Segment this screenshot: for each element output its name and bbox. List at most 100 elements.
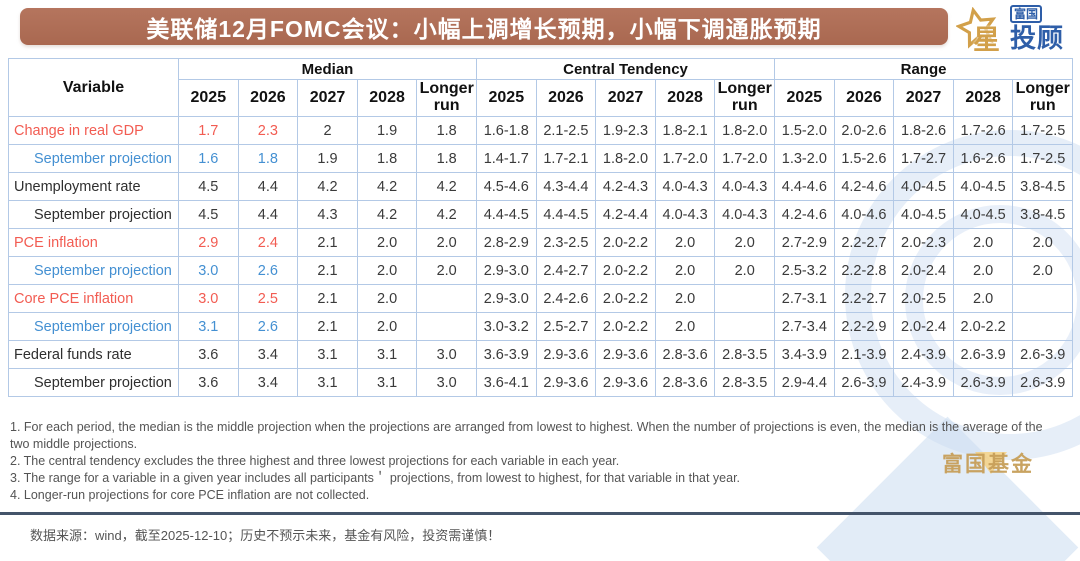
range-cell: 2.0 <box>952 256 1014 285</box>
median-cell: 1.8 <box>356 144 418 173</box>
central-cell: 4.4-4.5 <box>476 200 537 229</box>
range-cell: 4.0-4.5 <box>952 172 1014 201</box>
central-cell: 2.0 <box>654 312 716 341</box>
range-cell: 4.0-4.6 <box>833 200 895 229</box>
table-body: Change in real GDP 1.7 2.3 2 1.9 1.8 1.6-1.8 2.… <box>8 116 1074 397</box>
range-cell: 1.7-2.7 <box>893 144 954 173</box>
range-cell: 2.6-3.9 <box>952 368 1014 397</box>
range-cell: 1.6-2.6 <box>952 144 1014 173</box>
central-cell: 1.4-1.7 <box>476 144 537 173</box>
central-cell: 3.0-3.2 <box>476 312 537 341</box>
range-cell: 4.2-4.6 <box>774 200 835 229</box>
table-group-header-row: Variable Median Central Tendency Range <box>8 58 1074 117</box>
median-cell: 3.1 <box>178 312 239 341</box>
table-row: September projection 3.1 2.6 2.1 2.0 3.0-3.2 2… <box>8 312 1074 341</box>
range-cell: 3.8-4.5 <box>1012 172 1074 201</box>
central-cell: 1.7-2.1 <box>535 144 597 173</box>
central-cell: 2.0 <box>714 256 776 285</box>
variable-header: Variable <box>8 58 179 117</box>
footnotes: 1. For each period, the median is the mi… <box>10 419 1060 504</box>
median-cell: 2.6 <box>237 312 299 341</box>
range-cell: 2.4-3.9 <box>893 368 954 397</box>
year-header: 2027 <box>595 79 656 117</box>
year-header: 2026 <box>833 79 895 117</box>
central-cell: 2.5-2.7 <box>535 312 597 341</box>
table-row: September projection 4.5 4.4 4.3 4.2 4.2 4.4-4… <box>8 200 1074 229</box>
range-cell: 4.2-4.6 <box>833 172 895 201</box>
central-cell: 1.8-2.0 <box>595 144 656 173</box>
central-cell: 2.0 <box>654 284 716 313</box>
median-cell: 2.1 <box>297 284 358 313</box>
central-cell: 3.6-3.9 <box>476 340 537 369</box>
range-cell: 4.0-4.5 <box>952 200 1014 229</box>
median-cell: 2.6 <box>237 256 299 285</box>
table-row: PCE inflation 2.9 2.4 2.1 2.0 2.0 2.8-2.9 2.3-2… <box>8 228 1074 257</box>
median-cell: 2.0 <box>356 228 418 257</box>
range-cell: 2.0-2.3 <box>893 228 954 257</box>
central-cell: 4.5-4.6 <box>476 172 537 201</box>
median-cell: 3.0 <box>416 340 477 369</box>
range-cell: 3.8-4.5 <box>1012 200 1074 229</box>
fuguo-star-advisor-logo: 星 富国 投顾 <box>956 5 1074 55</box>
central-cell: 2.3-2.5 <box>535 228 597 257</box>
row-label: Federal funds rate <box>8 340 179 369</box>
range-cell: 2.7-3.1 <box>774 284 835 313</box>
median-cell: 4.4 <box>237 200 299 229</box>
median-cell: 1.9 <box>356 116 418 145</box>
range-cell: 2.0-2.4 <box>893 312 954 341</box>
range-cell: 2.1-3.9 <box>833 340 895 369</box>
logo-brand-small: 富国 <box>1010 5 1043 23</box>
median-cell: 4.4 <box>237 172 299 201</box>
central-cell: 4.0-4.3 <box>654 172 716 201</box>
median-cell: 2.4 <box>237 228 299 257</box>
median-cell: 3.0 <box>178 256 239 285</box>
year-header: Longer run <box>714 79 776 117</box>
year-header: 2027 <box>297 79 358 117</box>
table-row: Unemployment rate 4.5 4.4 4.2 4.2 4.2 4.5-4.6 4… <box>8 172 1074 201</box>
range-cell: 1.3-2.0 <box>774 144 835 173</box>
range-cell: 2.0 <box>1012 256 1074 285</box>
logo-star-character: 星 <box>973 25 1000 55</box>
central-cell: 2.0 <box>714 228 776 257</box>
row-label: September projection <box>8 200 179 229</box>
year-header: 2025 <box>476 79 537 117</box>
central-cell: 1.6-1.8 <box>476 116 537 145</box>
year-header: Longer run <box>416 79 477 117</box>
range-cell: 2.0-2.6 <box>833 116 895 145</box>
footnote-line: 4. Longer-run projections for core PCE i… <box>10 488 370 502</box>
central-cell: 4.2-4.3 <box>595 172 656 201</box>
central-cell: 3.6-4.1 <box>476 368 537 397</box>
table-row: Change in real GDP 1.7 2.3 2 1.9 1.8 1.6-1.8 2.… <box>8 116 1074 145</box>
footnote-line: 3. The range for a variable in a given y… <box>10 471 741 485</box>
median-cell: 1.8 <box>416 144 477 173</box>
central-cell: 4.0-4.3 <box>714 200 776 229</box>
range-cell: 2.9-4.4 <box>774 368 835 397</box>
range-cell: 2.6-3.9 <box>1012 368 1074 397</box>
range-cell <box>1012 284 1074 313</box>
central-cell: 2.9-3.6 <box>535 340 597 369</box>
central-cell: 2.9-3.6 <box>535 368 597 397</box>
median-cell: 2.0 <box>356 284 418 313</box>
range-cell: 1.8-2.6 <box>893 116 954 145</box>
range-cell: 2.0-2.5 <box>893 284 954 313</box>
range-cell: 4.0-4.5 <box>893 200 954 229</box>
median-cell: 2.9 <box>178 228 239 257</box>
median-cell: 4.2 <box>356 172 418 201</box>
median-cell: 4.3 <box>297 200 358 229</box>
central-cell: 1.8-2.0 <box>714 116 776 145</box>
median-cell: 2.5 <box>237 284 299 313</box>
year-header: 2026 <box>237 79 299 117</box>
median-cell: 4.2 <box>297 172 358 201</box>
range-cell: 1.5-2.0 <box>774 116 835 145</box>
median-cell: 2.0 <box>416 256 477 285</box>
median-cell: 3.0 <box>416 368 477 397</box>
table-row: September projection 3.6 3.4 3.1 3.1 3.0 3.6-4… <box>8 368 1074 397</box>
fomc-projection-table: Variable Median Central Tendency Range 2… <box>8 58 1074 397</box>
median-cell: 4.2 <box>356 200 418 229</box>
range-cell <box>1012 312 1074 341</box>
central-cell: 2.8-3.6 <box>654 340 716 369</box>
table-row: Core PCE inflation 3.0 2.5 2.1 2.0 2.9-3.0 2.4… <box>8 284 1074 313</box>
year-header: 2028 <box>654 79 716 117</box>
row-label: September projection <box>8 256 179 285</box>
range-cell: 2.7-3.4 <box>774 312 835 341</box>
